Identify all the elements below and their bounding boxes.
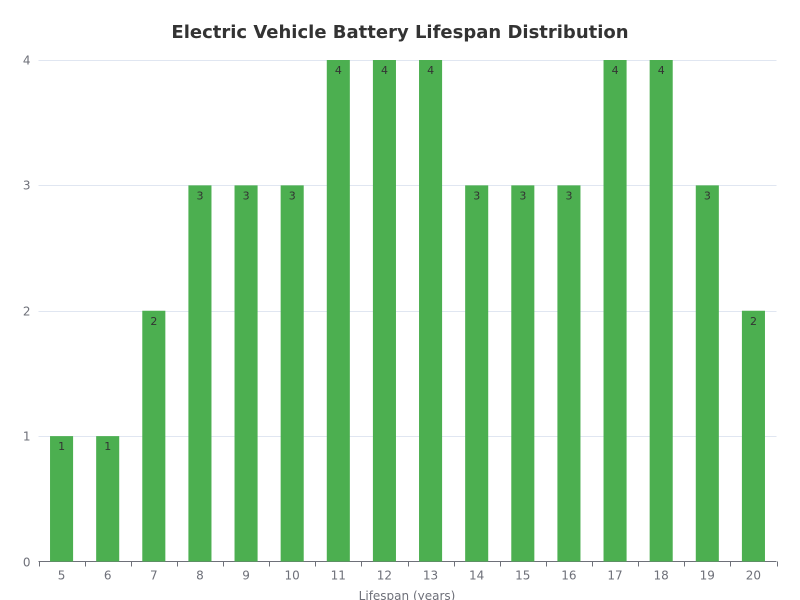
bar: [280, 185, 304, 562]
bar: [326, 60, 350, 562]
data-label: 4: [658, 64, 665, 77]
x-tick-label: 13: [423, 569, 438, 583]
data-label: 4: [335, 64, 342, 77]
x-axis: [38, 561, 778, 567]
bar: [419, 60, 443, 562]
data-label: 4: [427, 64, 434, 77]
bar: [188, 185, 212, 562]
data-label: 4: [612, 64, 619, 77]
bar: [603, 60, 627, 562]
bar: [511, 185, 535, 562]
y-tick-label: 1: [23, 430, 31, 444]
data-label: 1: [58, 440, 65, 453]
data-labels: 1 1 2 3 3 3 4 4 4 3 3 3 4 4 3 2: [58, 64, 757, 453]
data-label: 3: [473, 189, 480, 202]
x-axis-title: Lifespan (years): [359, 589, 456, 600]
bar: [695, 185, 719, 562]
bar: [557, 185, 581, 562]
bar: [234, 185, 258, 562]
x-tick-label: 6: [104, 569, 112, 583]
data-label: 3: [289, 189, 296, 202]
y-tick-label: 0: [23, 556, 31, 570]
data-label: 3: [704, 189, 711, 202]
x-axis-ticks: 5 6 7 8 9 10 11 12 13 14 15 16 17 18 19 20: [58, 569, 761, 583]
x-tick-label: 5: [58, 569, 66, 583]
x-tick-label: 18: [654, 569, 669, 583]
x-tick-label: 9: [242, 569, 250, 583]
bar: [96, 436, 120, 562]
bar: [50, 436, 74, 562]
y-axis-ticks: 0 1 2 3 4: [23, 54, 31, 570]
x-tick-label: 14: [469, 569, 484, 583]
data-label: 3: [519, 189, 526, 202]
x-tick-label: 17: [607, 569, 622, 583]
x-tick-label: 7: [150, 569, 158, 583]
chart-title: Electric Vehicle Battery Lifespan Distri…: [171, 22, 628, 43]
x-tick-label: 19: [700, 569, 715, 583]
y-tick-label: 3: [23, 179, 31, 193]
x-tick-label: 8: [196, 569, 204, 583]
data-label: 2: [150, 315, 157, 328]
bar: [741, 310, 765, 562]
bar: [649, 60, 673, 562]
x-tick-label: 16: [561, 569, 576, 583]
bar: [465, 185, 489, 562]
data-label: 2: [750, 315, 757, 328]
x-tick-label: 15: [515, 569, 530, 583]
data-label: 3: [243, 189, 250, 202]
bars: [50, 60, 765, 562]
bar: [372, 60, 396, 562]
data-label: 4: [381, 64, 388, 77]
data-label: 1: [104, 440, 111, 453]
y-tick-label: 4: [23, 54, 31, 68]
data-label: 3: [196, 189, 203, 202]
x-tick-label: 10: [285, 569, 300, 583]
y-tick-label: 2: [23, 305, 31, 319]
x-tick-label: 12: [377, 569, 392, 583]
bar: [142, 310, 166, 562]
x-tick-label: 11: [331, 569, 346, 583]
x-tick-label: 20: [746, 569, 761, 583]
data-label: 3: [565, 189, 572, 202]
